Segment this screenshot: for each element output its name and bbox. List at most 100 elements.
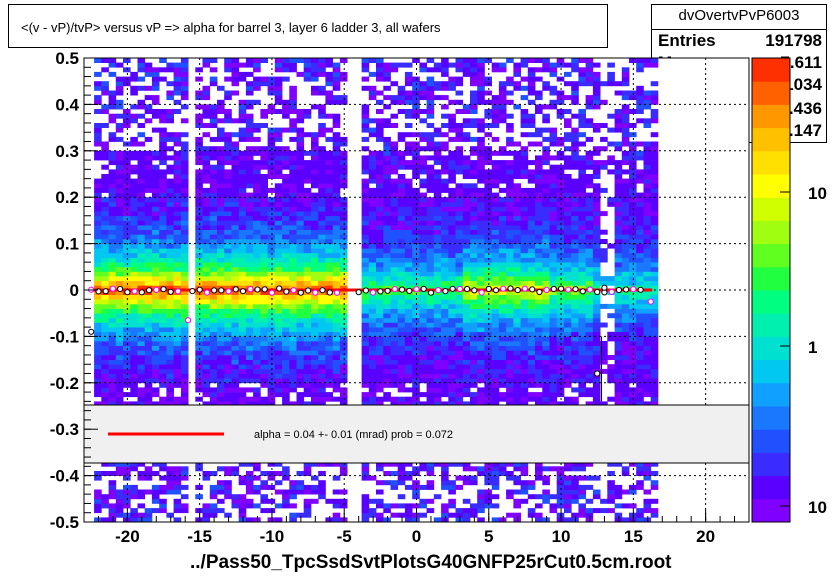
heatmap-cell [325,169,333,175]
heatmap-cell [549,220,558,226]
heatmap-cell [238,71,247,77]
heatmap-cell [101,197,109,203]
heatmap-cell [173,239,182,244]
heatmap-cell [470,81,478,87]
heatmap-cell [282,262,290,268]
heatmap-cell [470,71,478,77]
heatmap-cell [368,164,377,170]
heatmap-cell [397,155,406,161]
heatmap-cell [462,280,471,286]
heatmap-cell [253,299,261,305]
heatmap-cell [339,271,348,277]
heatmap-cell [332,113,341,119]
heatmap-cell [238,271,247,277]
heatmap-cell [217,382,225,388]
heatmap-cell [289,85,297,91]
heatmap-cell [404,62,413,68]
heatmap-cell [361,76,370,82]
heatmap-cell [166,243,174,249]
heatmap-cell [303,345,312,351]
heatmap-cell [289,489,297,495]
heatmap-cell [368,225,377,230]
heatmap-cell [520,58,529,63]
heatmap-cell [137,252,146,258]
heatmap-cell [115,90,124,96]
heatmap-cell [224,299,232,305]
heatmap-cell [426,484,435,490]
heatmap-cell [462,461,471,467]
heatmap-cell [267,382,276,388]
heatmap-cell [245,299,254,305]
heatmap-cell [455,475,464,481]
heatmap-cell [520,322,529,328]
heatmap-cell [137,294,146,300]
heatmap-cell [195,234,203,240]
heatmap-cell [296,252,305,258]
heatmap-cell [217,336,225,342]
heatmap-cell [123,211,131,217]
heatmap-cell [491,299,500,305]
heatmap-cell [166,201,174,207]
heatmap-cell [130,164,138,170]
heatmap-cell [180,150,189,156]
heatmap-cell [455,136,464,142]
heatmap-cell [202,123,211,128]
heatmap-cell [238,169,247,175]
heatmap-cell [433,401,442,407]
heatmap-cell [108,322,117,328]
heatmap-cell [108,401,117,407]
heatmap-cell [245,206,254,212]
heatmap-cell [311,215,319,221]
heatmap-cell [180,503,189,509]
heatmap-cell [151,484,160,490]
heatmap-cell [462,187,471,193]
heatmap-cell [144,355,153,360]
heatmap-cell [195,239,203,244]
heatmap-cell [94,141,102,147]
heatmap-cell [332,174,341,179]
heatmap-cell [368,285,377,291]
heatmap-cell [455,146,464,152]
heatmap-cell [267,378,276,384]
heatmap-cell [137,503,146,509]
heatmap-cell [470,303,478,309]
heatmap-cell [513,71,521,77]
heatmap-cell [180,104,189,110]
heatmap-cell [209,345,218,351]
heatmap-cell [115,262,124,268]
heatmap-cell [455,331,464,337]
heatmap-cell [527,512,536,518]
heatmap-cell [130,248,138,254]
heatmap-cell [173,215,182,221]
heatmap-cell [289,197,297,203]
heatmap-cell [151,266,160,272]
heatmap-cell [144,252,153,258]
heatmap-cell [564,350,572,356]
heatmap-cell [325,160,333,166]
heatmap-cell [282,299,290,305]
heatmap-cell [441,164,449,170]
heatmap-cell [144,160,153,166]
heatmap-cell [506,197,514,203]
heatmap-cell [253,396,261,402]
heatmap-cell [484,99,492,105]
heatmap-cell [130,234,138,240]
heatmap-cell [245,280,254,286]
heatmap-cell [535,211,543,217]
heatmap-cell [376,359,384,365]
heatmap-cell [238,178,247,184]
heatmap-cell [455,150,464,156]
heatmap-cell [535,271,543,277]
heatmap-cell [253,378,261,384]
heatmap-cell [245,201,254,207]
heatmap-cell [224,378,232,384]
heatmap-cell [137,308,146,314]
heatmap-cell [130,517,138,522]
heatmap-cell [462,331,471,337]
heatmap-cell [448,85,456,91]
heatmap-cell [274,517,283,522]
heatmap-cell [448,498,456,504]
heatmap-cell [101,396,109,402]
heatmap-cell [513,373,521,379]
heatmap-cell [513,364,521,370]
